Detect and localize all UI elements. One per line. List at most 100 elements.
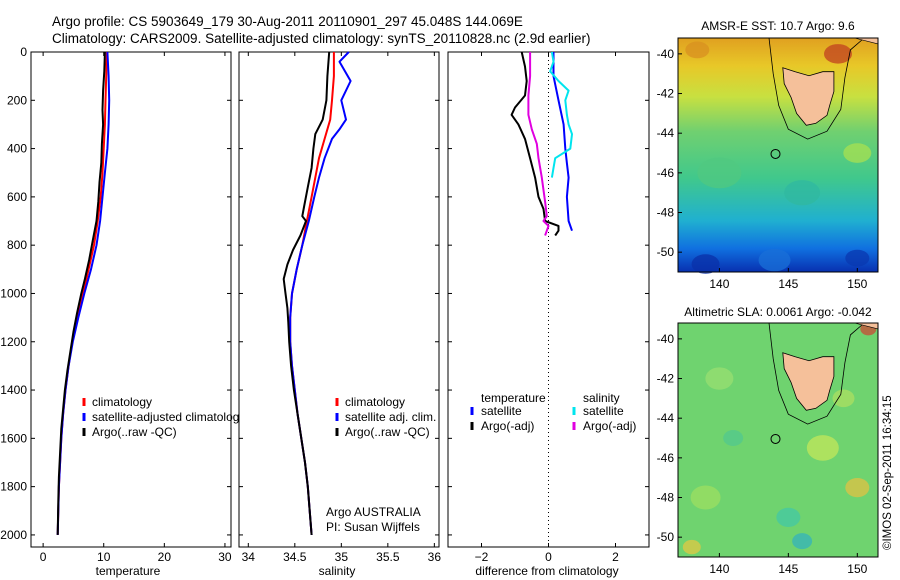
y-tick-label: 800 [7,238,27,252]
x-tick-label: 34.5 [283,550,307,564]
x-tick-label: 150 [847,277,867,291]
legend-label: satellite adj. clim. [345,410,436,424]
title-line-1: Argo profile: CS 5903649_179 30-Aug-2011… [52,14,523,29]
sst-anomaly-blob [685,41,710,59]
sla-anomaly-blob [776,507,801,527]
legend-group-title: salinity [583,391,620,405]
legend-label: Argo(-adj) [583,419,636,433]
map-title: Altimetric SLA: 0.0061 Argo: -0.042 [684,305,872,319]
legend-label: climatology [345,395,405,409]
difference-panel: −2 0 2 temperature satellite Argo(-adj) sa… [447,51,650,578]
legend-label: satellite [481,404,522,418]
series-line [549,51,573,178]
y-tick-label: -40 [657,47,675,61]
argo-float-marker [770,433,781,444]
x-tick-label: 145 [778,562,798,576]
x-tick-label: 35.5 [376,550,400,564]
legend-label: Argo(-adj) [481,419,534,433]
argo-float-marker [770,148,781,159]
y-tick-label: 1400 [0,383,27,397]
salinity-panel: 34 34.5 35 35.5 36 climatology satellite adj… [238,51,442,578]
legend-label: satellite-adjusted climatology [92,410,245,424]
sst-anomaly-blob [824,44,852,64]
x-axis-label: difference from climatology [475,564,618,578]
y-tick-label: 0 [20,45,27,59]
y-tick-label: -46 [657,451,675,465]
x-axis-label: temperature [96,564,161,578]
x-tick-label: 140 [709,277,729,291]
series-line [552,52,573,232]
temperature-panel: 0 10 20 30 0 200 400 600 800 1000 1200 1400 1600 1800… [0,45,245,578]
sla-anomaly-blob [806,435,839,461]
sla-anomaly-blob [832,389,855,408]
series-line [56,51,106,535]
timestamp-stamp: ©IMOS 02-Sep-2011 16:34:15 [882,395,894,550]
salinity-legend: climatology satellite adj. clim. Argo(..… [335,395,436,439]
x-tick-label: 30 [218,550,232,564]
x-tick-label: 34 [242,550,256,564]
legend-label: satellite [583,404,624,418]
series-line [282,51,331,535]
annotation-pi: PI: Susan Wijffels [326,520,420,534]
sla-anomaly-blob [690,485,721,510]
sst-anomaly-blob [845,249,870,267]
y-tick-label: -42 [657,372,675,386]
sla-anomaly-blob [705,367,734,390]
x-tick-label: 2 [612,550,619,564]
depth-contour [768,37,865,140]
difference-legend: temperature satellite Argo(-adj) salinit… [470,391,636,433]
y-tick-label: -40 [657,332,675,346]
x-tick-label: 0 [545,550,552,564]
y-tick-label: 200 [7,93,27,107]
map-title: AMSR-E SST: 10.7 Argo: 9.6 [701,19,855,33]
y-tick-label: 1200 [0,335,27,349]
sst-map-panel: AMSR-E SST: 10.7 Argo: 9.6 140 145 150 -40 -… [657,19,879,291]
y-tick-label: -48 [657,206,675,220]
sst-anomaly-blob [697,157,742,189]
y-tick-label: -46 [657,166,675,180]
y-tick-label: 1800 [0,480,27,494]
sla-map-panel: Altimetric SLA: 0.0061 Argo: -0.042 140 1… [657,305,879,576]
y-tick-label: -50 [657,245,675,259]
y-tick-label: -44 [657,411,675,425]
series-line [510,51,560,237]
x-tick-label: 150 [847,562,867,576]
sla-anomaly-blob [682,539,701,555]
x-tick-label: 10 [97,550,111,564]
annotation-argo-australia: Argo AUSTRALIA [326,505,421,519]
x-axis-label: salinity [319,564,356,578]
sla-anomaly-blob [723,430,744,447]
sst-anomaly-blob [691,254,720,274]
y-tick-label: 1600 [0,431,27,445]
x-tick-label: 35 [335,550,349,564]
x-tick-label: 145 [778,277,798,291]
title-line-2: Climatology: CARS2009. Satellite-adjuste… [52,31,591,46]
sst-anomaly-blob [758,248,791,272]
y-tick-label: 400 [7,142,27,156]
tasmania-land [782,67,835,126]
y-tick-label: 1000 [0,286,27,300]
depth-contour [768,322,865,425]
series-line [527,52,550,236]
tasmania-land [782,352,835,411]
legend-label: Argo(..raw -QC) [92,425,177,439]
y-tick-label: -50 [657,530,675,544]
sst-anomaly-blob [843,143,872,163]
sla-anomaly-blob [792,533,813,550]
x-tick-label: −2 [475,550,489,564]
legend-group-title: temperature [481,391,546,405]
x-tick-label: 20 [158,550,172,564]
y-tick-label: -44 [657,126,675,140]
sst-anomaly-blob [784,180,821,206]
y-tick-label: -48 [657,491,675,505]
y-tick-label: -42 [657,87,675,101]
x-tick-label: 140 [709,562,729,576]
y-tick-label: 600 [7,190,27,204]
y-tick-label: 2000 [0,528,27,542]
x-tick-label: 36 [428,550,442,564]
legend-label: climatology [92,395,152,409]
temperature-legend: climatology satellite-adjusted climatolo… [82,395,245,439]
sla-anomaly-blob [845,477,870,498]
legend-label: Argo(..raw -QC) [345,425,430,439]
